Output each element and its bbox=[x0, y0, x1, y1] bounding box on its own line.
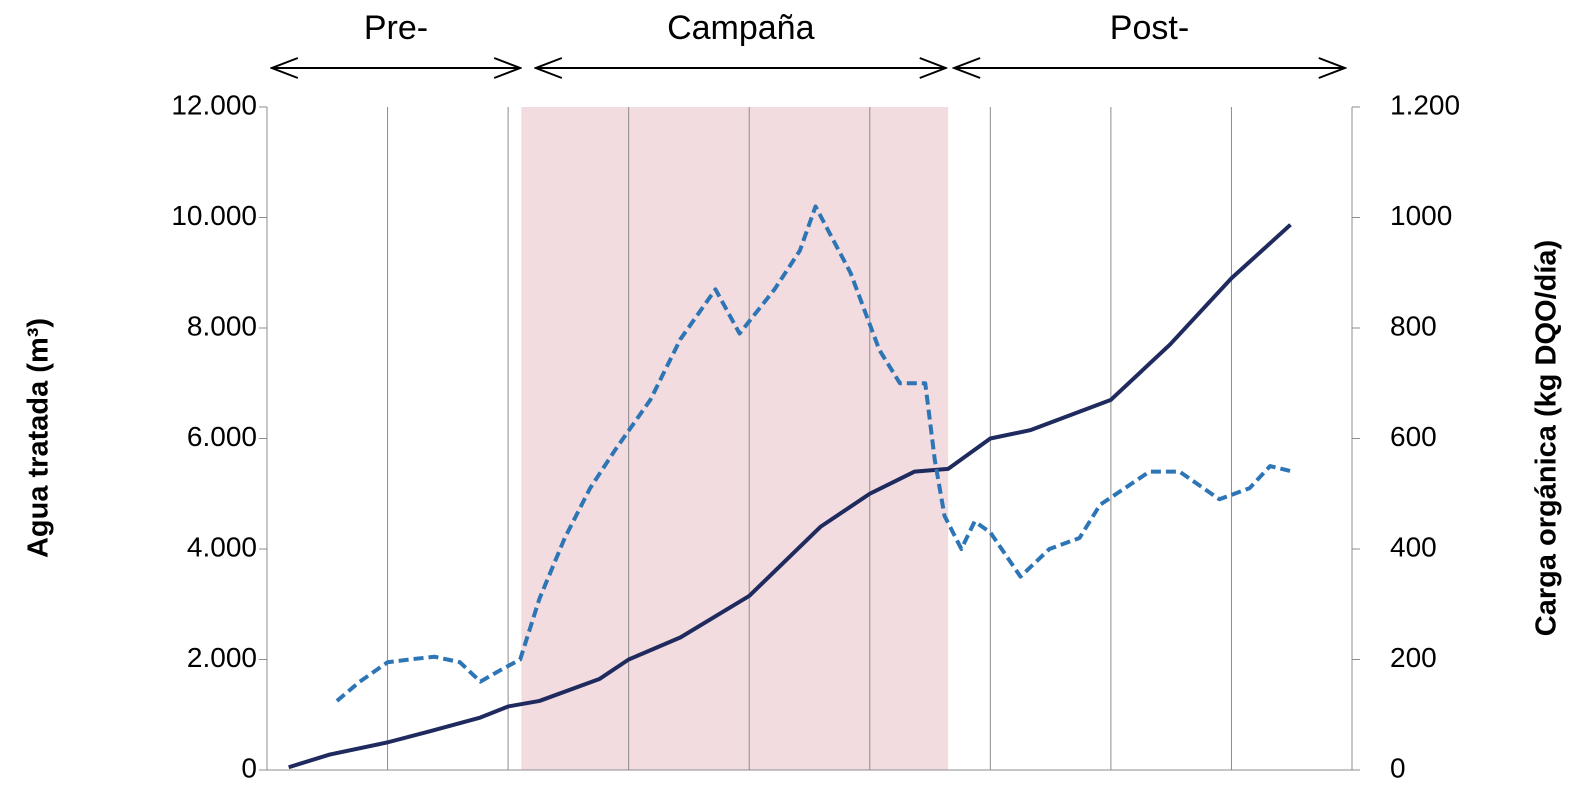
annotation-label: Pre- bbox=[364, 9, 428, 47]
y2-tick-label: 0 bbox=[1390, 752, 1406, 783]
y2-tick-label: 1000 bbox=[1390, 200, 1452, 231]
data-line bbox=[288, 223, 1292, 770]
data-line bbox=[335, 204, 1294, 703]
y-tick-label: 4.000 bbox=[187, 531, 257, 562]
annotation-label: Post- bbox=[1110, 9, 1189, 47]
y2-tick-label: 400 bbox=[1390, 531, 1437, 562]
shaded-region bbox=[521, 107, 949, 770]
y2-tick-label: 800 bbox=[1390, 310, 1437, 341]
y2-tick-label: 600 bbox=[1390, 421, 1437, 452]
y2-axis-label: Carga orgánica (kg DQO/día) bbox=[1531, 240, 1563, 636]
y-tick-label: 10.000 bbox=[171, 200, 257, 231]
y-tick-label: 0 bbox=[241, 752, 257, 783]
annotation-label: Campaña bbox=[667, 9, 815, 47]
y-tick-label: 8.000 bbox=[187, 310, 257, 341]
y-tick-label: 12.000 bbox=[171, 89, 257, 120]
y2-tick-label: 1.200 bbox=[1390, 89, 1460, 120]
y-tick-label: 6.000 bbox=[187, 421, 257, 452]
y-axis-label: Agua tratada (m³) bbox=[23, 318, 55, 558]
y-tick-label: 2.000 bbox=[187, 642, 257, 673]
y2-tick-label: 200 bbox=[1390, 642, 1437, 673]
